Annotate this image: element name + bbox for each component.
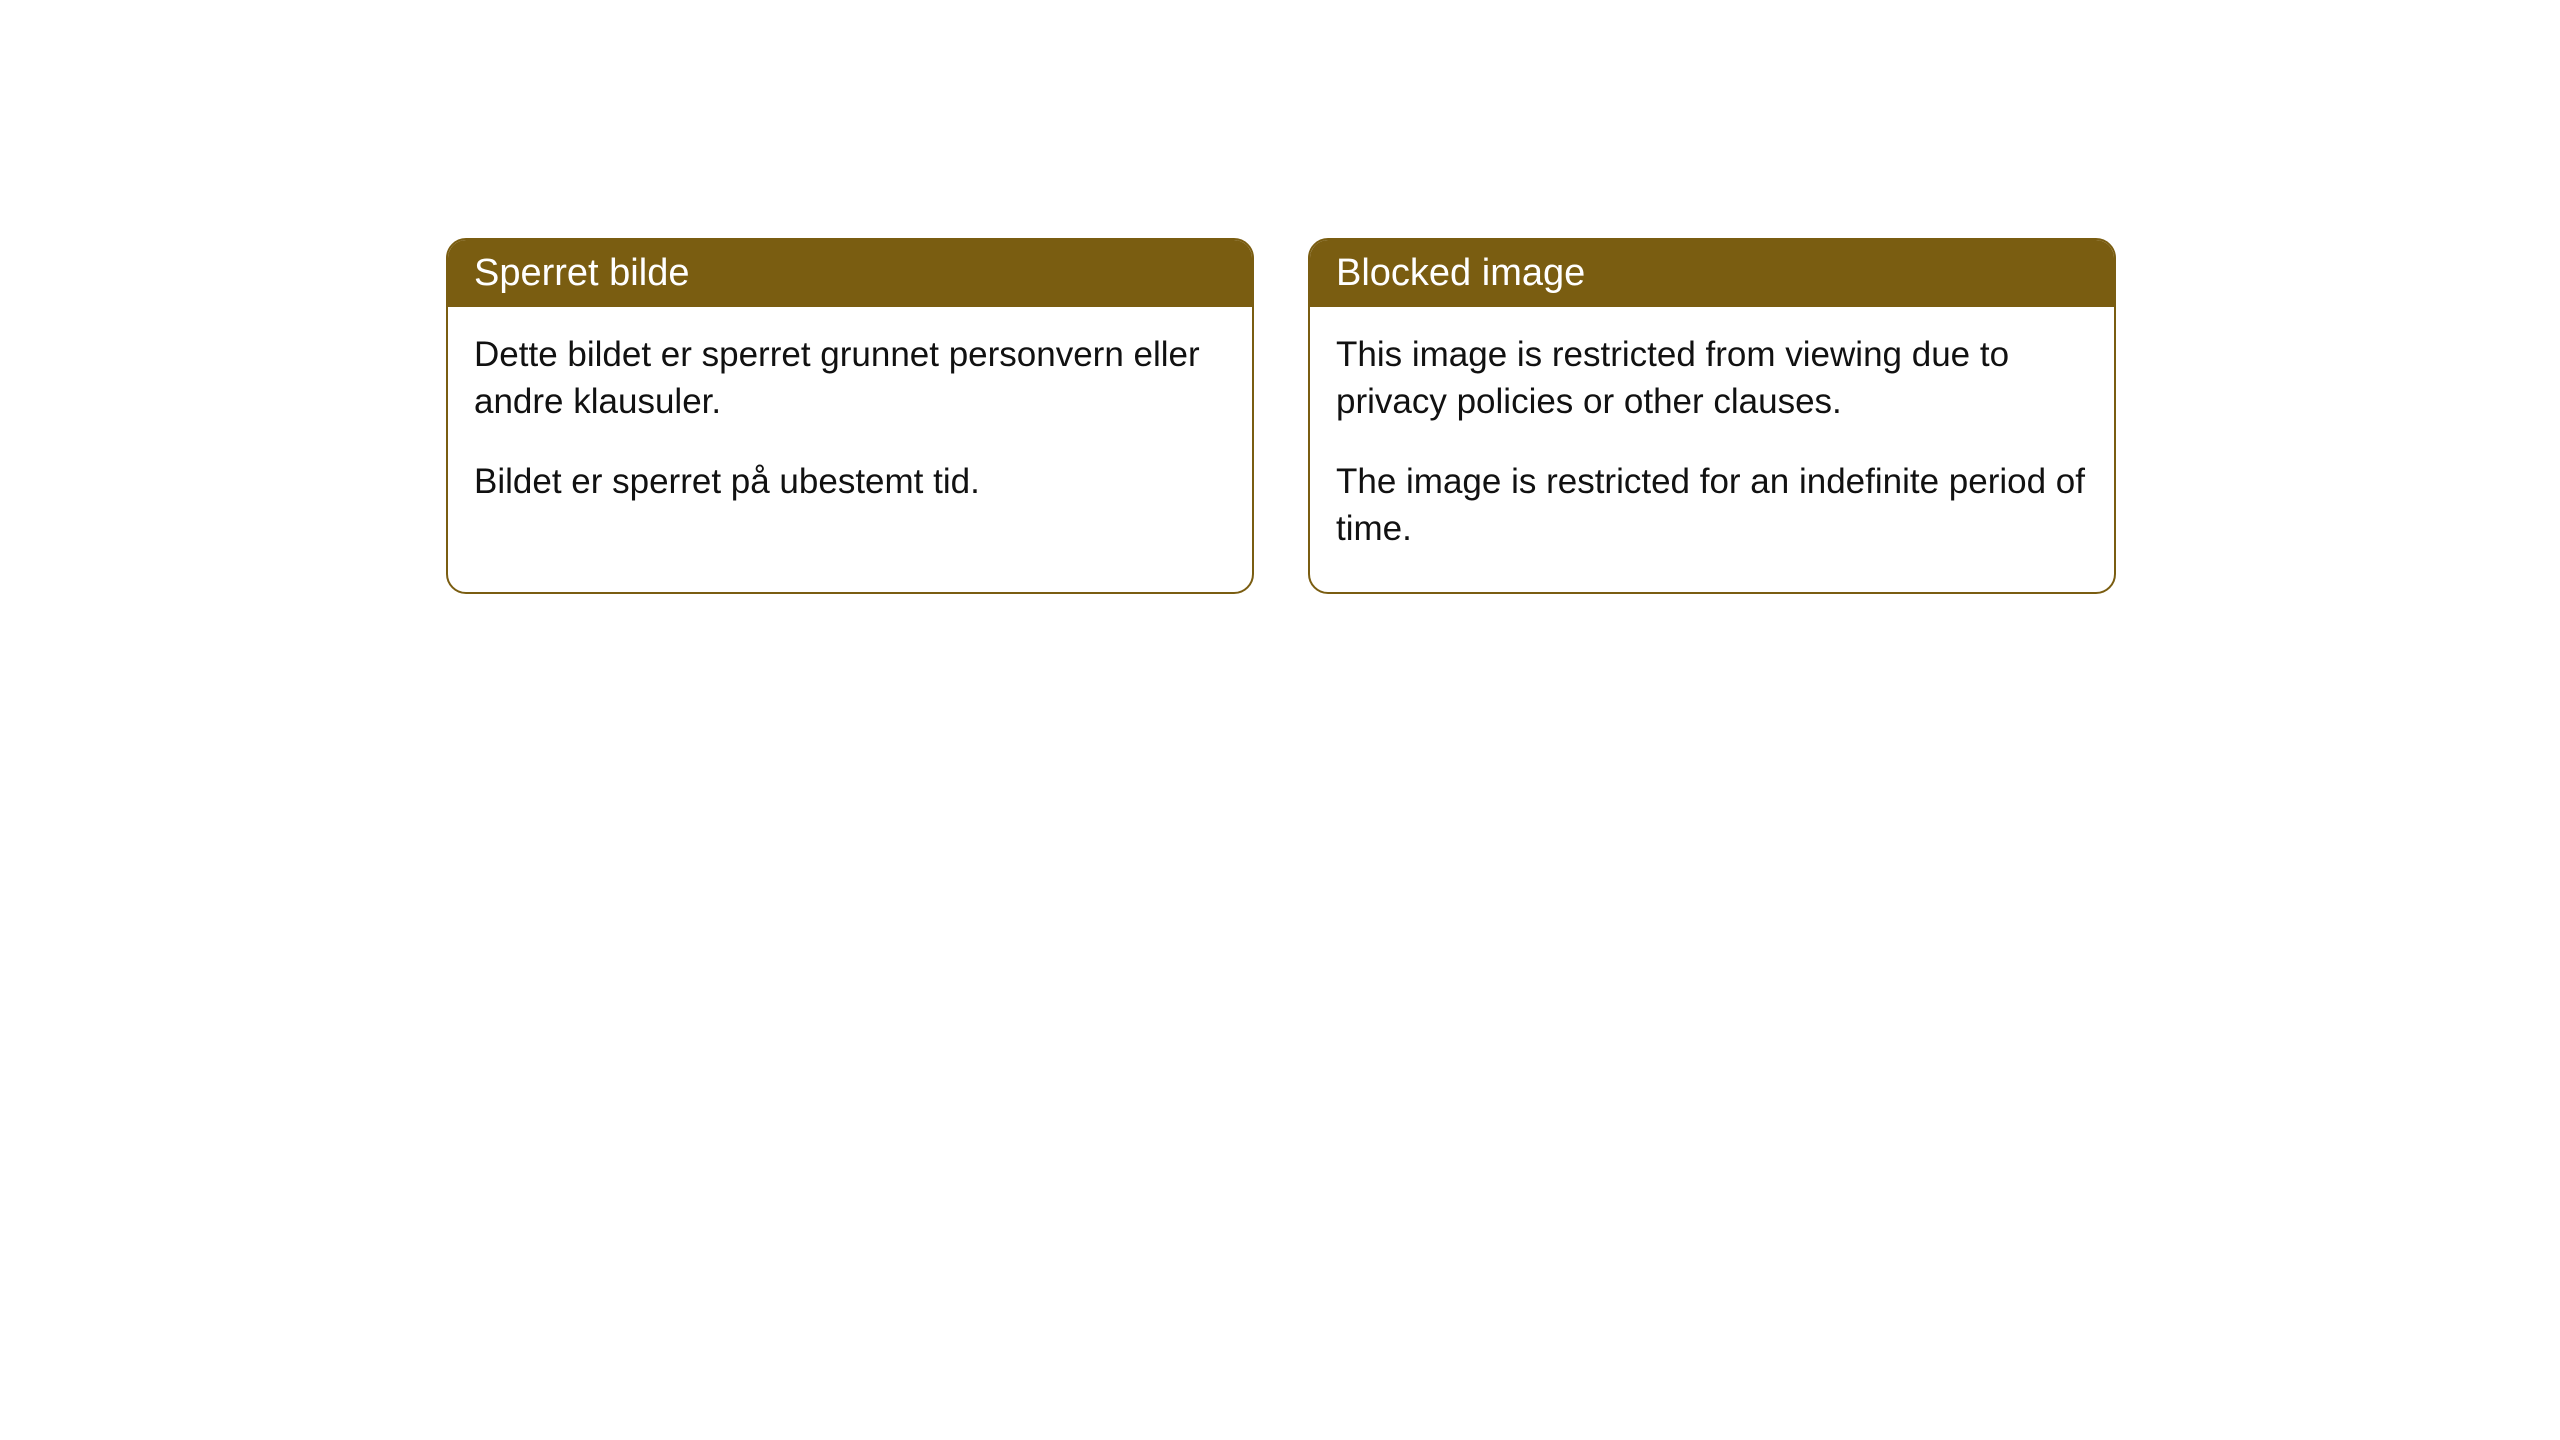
notice-text-line2: Bildet er sperret på ubestemt tid. [474,458,1226,505]
notice-body: Dette bildet er sperret grunnet personve… [448,307,1252,545]
notice-header: Blocked image [1310,240,2114,307]
notice-header: Sperret bilde [448,240,1252,307]
notice-text-line1: Dette bildet er sperret grunnet personve… [474,331,1226,426]
notice-card-norwegian: Sperret bilde Dette bildet er sperret gr… [446,238,1254,594]
notice-body: This image is restricted from viewing du… [1310,307,2114,592]
notice-text-line1: This image is restricted from viewing du… [1336,331,2088,426]
notice-cards-container: Sperret bilde Dette bildet er sperret gr… [446,238,2116,594]
notice-text-line2: The image is restricted for an indefinit… [1336,458,2088,553]
notice-card-english: Blocked image This image is restricted f… [1308,238,2116,594]
